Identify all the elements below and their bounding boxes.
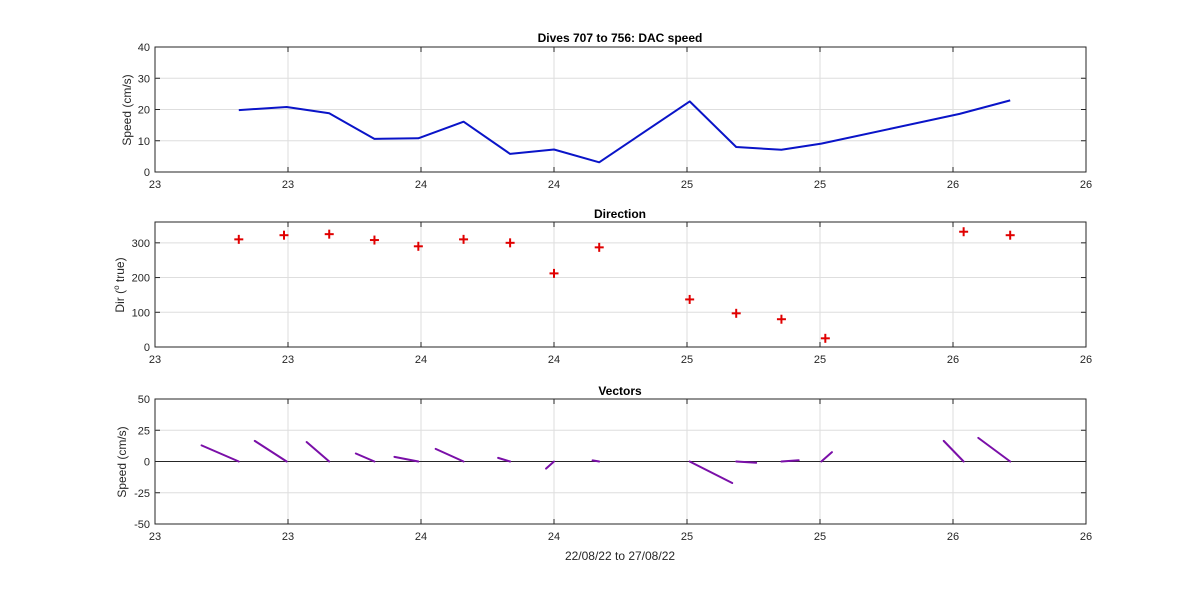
direction-y-tick-label: 300 xyxy=(132,238,150,250)
speed-panel: 0 10 20 30 40 23 23 24 24 25 25 26 26 Dives 707 to … xyxy=(120,31,1092,191)
speed-x-tick-label: 23 xyxy=(282,179,294,191)
direction-x-tick-label: 23 xyxy=(149,354,161,366)
direction-y-label: Dir (o true) xyxy=(112,257,127,312)
direction-x-tick-label: 26 xyxy=(1080,354,1092,366)
direction-point xyxy=(413,241,423,251)
speed-y-tick-label: 0 xyxy=(144,167,150,179)
vectors-vector xyxy=(393,455,420,463)
direction-point xyxy=(685,294,695,304)
direction-y-tick-label: 0 xyxy=(144,342,150,354)
vectors-y-ticks: -50 -25 0 25 50 xyxy=(134,394,1086,531)
speed-y-tick-label: 10 xyxy=(138,136,150,148)
direction-point xyxy=(776,314,786,324)
vectors-x-ticks: 23 23 24 24 25 25 26 26 xyxy=(149,399,1092,543)
vectors-vector xyxy=(591,459,601,463)
vectors-panel: -50 -25 0 25 50 23 23 24 24 25 25 26 26 Vectors Spe… xyxy=(115,384,1092,563)
vectors-vector xyxy=(688,460,734,484)
vectors-y-label: Speed (cm/s) xyxy=(115,426,129,497)
vectors-vector xyxy=(977,436,1012,463)
direction-x-tick-label: 24 xyxy=(415,354,427,366)
direction-y-label-main: Dir ( xyxy=(113,290,127,313)
vectors-y-tick-label: -25 xyxy=(134,488,150,500)
vectors-x-tick-label: 24 xyxy=(548,531,560,543)
direction-point xyxy=(369,235,379,245)
direction-y-label-sup: o xyxy=(112,285,121,290)
direction-point xyxy=(505,238,515,248)
speed-x-tick-label: 26 xyxy=(947,179,959,191)
speed-x-tick-label: 25 xyxy=(681,179,693,191)
direction-title: Direction xyxy=(594,207,646,221)
direction-point xyxy=(820,333,830,343)
direction-x-tick-label: 25 xyxy=(814,354,826,366)
direction-x-tick-label: 25 xyxy=(681,354,693,366)
direction-point xyxy=(324,229,334,239)
speed-y-tick-label: 30 xyxy=(138,73,150,85)
speed-series-line xyxy=(238,99,1011,164)
vectors-y-tick-label: 50 xyxy=(138,394,150,406)
speed-title: Dives 707 to 756: DAC speed xyxy=(538,31,703,45)
direction-point xyxy=(459,234,469,244)
vectors-vector xyxy=(735,460,758,464)
speed-x-tick-label: 25 xyxy=(814,179,826,191)
vectors-vector xyxy=(253,439,288,463)
vectors-vector xyxy=(545,460,555,470)
speed-grid xyxy=(155,47,1086,172)
direction-x-tick-label: 24 xyxy=(548,354,560,366)
vectors-x-tick-label: 25 xyxy=(814,531,826,543)
vectors-x-label: 22/08/22 to 27/08/22 xyxy=(565,549,675,563)
direction-grid xyxy=(155,222,1086,347)
direction-point xyxy=(234,234,244,244)
vectors-vector xyxy=(497,456,512,463)
vectors-y-tick-label: -50 xyxy=(134,519,150,531)
vectors-y-tick-label: 0 xyxy=(144,457,150,469)
speed-y-label: Speed (cm/s) xyxy=(120,74,134,145)
vectors-x-tick-label: 26 xyxy=(1080,531,1092,543)
speed-y-tick-label: 20 xyxy=(138,105,150,117)
direction-marks xyxy=(234,227,1015,343)
speed-x-tick-label: 26 xyxy=(1080,179,1092,191)
speed-marks xyxy=(238,99,1011,164)
speed-x-tick-label: 23 xyxy=(149,179,161,191)
direction-y-tick-label: 200 xyxy=(132,273,150,285)
speed-y-tick-label: 40 xyxy=(138,42,150,54)
direction-y-label-rest: true) xyxy=(113,257,127,285)
speed-y-ticks: 0 10 20 30 40 xyxy=(138,42,1086,179)
vectors-vector xyxy=(780,459,800,463)
vectors-vector xyxy=(434,447,465,463)
direction-axes-frame xyxy=(154,221,1087,348)
vectors-x-tick-label: 26 xyxy=(947,531,959,543)
vectors-x-tick-label: 24 xyxy=(415,531,427,543)
vectors-vector xyxy=(305,441,331,463)
speed-x-tick-label: 24 xyxy=(548,179,560,191)
direction-point xyxy=(731,308,741,318)
vectors-x-tick-label: 25 xyxy=(681,531,693,543)
direction-point xyxy=(549,268,559,278)
vectors-title: Vectors xyxy=(598,384,642,398)
vectors-marks xyxy=(155,436,1086,484)
direction-panel: 0 100 200 300 23 23 24 24 25 25 26 26 Direction Di… xyxy=(112,207,1092,366)
vectors-vector xyxy=(820,451,833,463)
direction-y-ticks: 0 100 200 300 xyxy=(132,238,1086,354)
speed-x-tick-label: 24 xyxy=(415,179,427,191)
direction-point xyxy=(959,227,969,237)
direction-point xyxy=(594,242,604,252)
vectors-vector xyxy=(354,452,376,463)
direction-point xyxy=(1005,230,1015,240)
vectors-x-tick-label: 23 xyxy=(282,531,294,543)
vectors-vector xyxy=(942,439,965,463)
direction-x-tick-label: 26 xyxy=(947,354,959,366)
direction-point xyxy=(279,230,289,240)
vectors-vector xyxy=(200,444,240,463)
vectors-y-tick-label: 25 xyxy=(138,425,150,437)
direction-y-tick-label: 100 xyxy=(132,307,150,319)
speed-x-ticks: 23 23 24 24 25 25 26 26 xyxy=(149,47,1092,191)
direction-x-ticks: 23 23 24 24 25 25 26 26 xyxy=(149,222,1092,366)
direction-x-tick-label: 23 xyxy=(282,354,294,366)
vectors-x-tick-label: 23 xyxy=(149,531,161,543)
